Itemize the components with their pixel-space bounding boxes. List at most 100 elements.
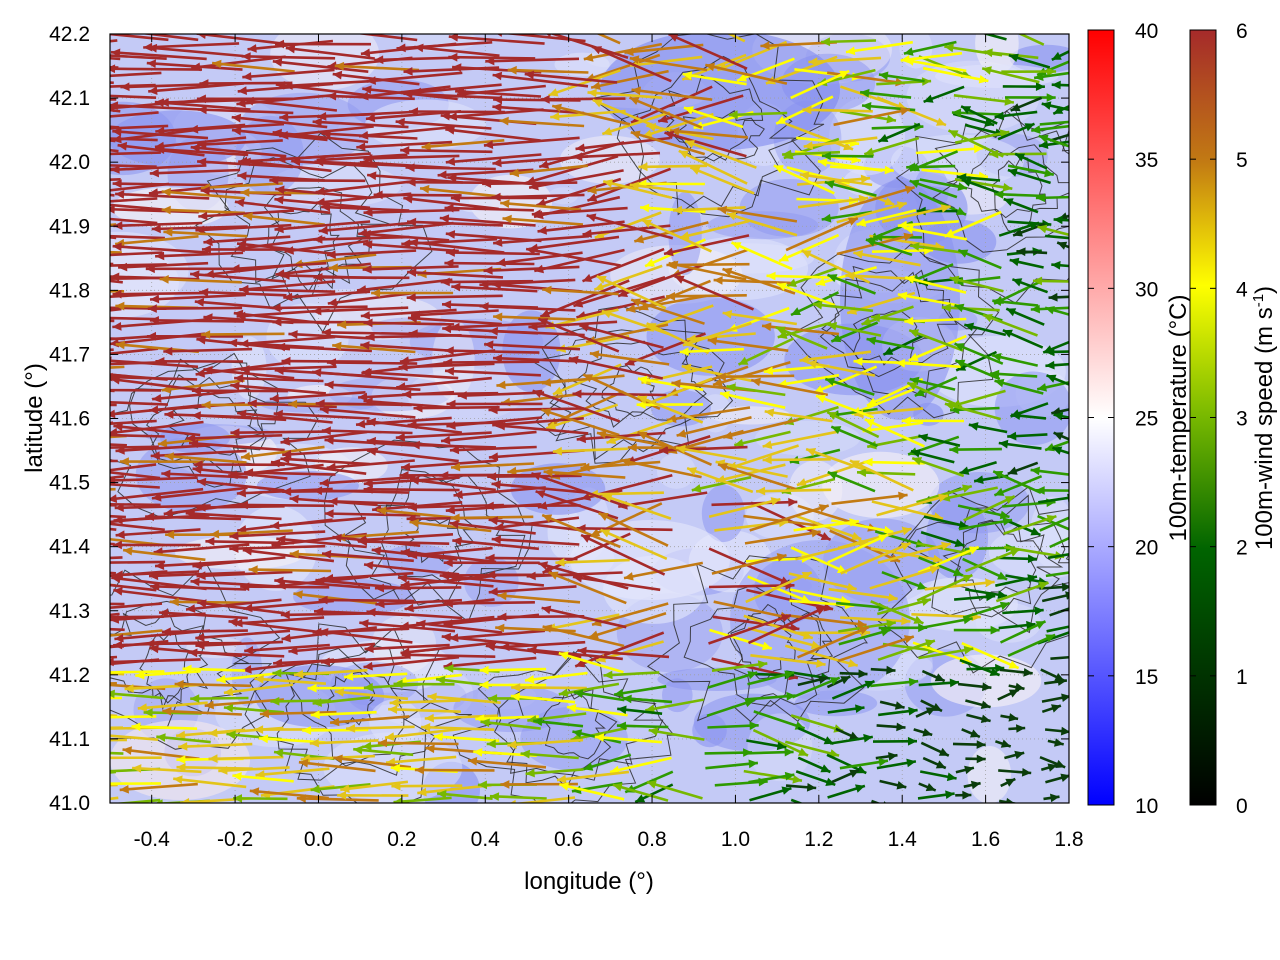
wind-vector-shaft xyxy=(785,122,854,151)
wind-vector-shaft xyxy=(427,694,501,704)
wind-vector-shaft xyxy=(817,160,883,172)
wind-vector-head xyxy=(912,457,923,466)
wind-vector-head xyxy=(371,546,382,556)
wind-vector-shaft xyxy=(358,125,455,138)
wind-vector-shaft xyxy=(882,642,938,653)
wind-vector-head xyxy=(440,111,450,121)
wind-vector-shaft xyxy=(500,392,585,405)
wind-vector-head xyxy=(27,269,36,278)
wind-vector-shaft xyxy=(113,424,201,437)
wind-vector-shaft xyxy=(479,667,547,672)
wind-vector-head xyxy=(61,576,70,585)
wind-vector-shaft xyxy=(283,79,374,88)
temperature-patch xyxy=(679,243,814,274)
wind-vector-shaft xyxy=(717,463,797,491)
wind-vector-head xyxy=(679,347,689,356)
wind-vector-shaft xyxy=(176,765,253,770)
wind-vector-head xyxy=(328,263,338,273)
wind-vector-shaft xyxy=(856,209,917,226)
wind-vector-head xyxy=(586,213,597,222)
wind-vector-head xyxy=(1046,514,1057,524)
wind-vector-head xyxy=(396,43,406,53)
wind-vector-head xyxy=(734,438,744,448)
wind-vector-head xyxy=(923,94,934,103)
wind-vector-shaft xyxy=(448,575,545,587)
wind-vector-shaft xyxy=(110,316,160,321)
wind-vector-head xyxy=(969,729,980,738)
wind-vector-head xyxy=(796,478,807,487)
wind-vector-head xyxy=(627,443,637,452)
wind-vector-head xyxy=(1037,224,1048,234)
wind-vector-head xyxy=(533,717,543,727)
wind-vector-shaft xyxy=(374,56,460,62)
wind-vector-head xyxy=(274,195,284,205)
wind-vector-head xyxy=(510,692,521,702)
wind-vector-head xyxy=(552,103,562,113)
wind-vector-shaft xyxy=(366,610,463,620)
wind-vector-shaft xyxy=(1049,133,1069,142)
wind-vector-head xyxy=(1165,626,1174,635)
wind-vector-shaft xyxy=(110,471,161,480)
wind-vector-shaft xyxy=(776,282,836,307)
wind-vector-shaft xyxy=(541,513,621,549)
wind-vector-head xyxy=(722,310,733,319)
wind-vector-head xyxy=(1170,570,1180,578)
wind-vector-head xyxy=(30,313,39,322)
x-tick-label: 0.8 xyxy=(637,828,666,851)
wind-vector-head xyxy=(255,770,265,779)
wind-vector-head xyxy=(1152,622,1162,630)
wind-vector-shaft xyxy=(904,276,967,294)
wind-vector-shaft xyxy=(489,794,547,800)
wind-vector-head xyxy=(33,227,42,236)
wind-vector-head xyxy=(524,70,535,80)
wind-vector-head xyxy=(231,113,242,123)
wind-vector-head xyxy=(884,197,895,206)
wind-vector-head xyxy=(337,320,347,329)
wind-vector-head xyxy=(320,657,331,667)
wind-vector-head xyxy=(449,445,460,455)
wind-vector-shaft xyxy=(196,570,293,578)
wind-vector-shaft xyxy=(242,68,335,79)
wind-vector-shaft xyxy=(943,210,1002,238)
wind-vector-shaft xyxy=(248,568,332,573)
wind-vector-head xyxy=(62,133,71,142)
wind-vector-shaft xyxy=(500,201,582,211)
wind-vector-head xyxy=(238,500,248,510)
wind-vector-head xyxy=(691,484,702,493)
wind-vector-head xyxy=(110,205,115,214)
wind-vector-head xyxy=(441,632,452,642)
wind-vector-head xyxy=(195,633,205,642)
wind-vector-head xyxy=(976,754,986,764)
wind-vector-shaft xyxy=(285,46,375,60)
wind-vector-shaft xyxy=(827,533,889,564)
wind-vector-head xyxy=(485,56,495,66)
wind-vector-shaft xyxy=(637,377,704,392)
wind-vector-head xyxy=(904,225,914,234)
x-tick-label: -0.2 xyxy=(217,828,253,851)
wind-vector-shaft xyxy=(744,530,821,545)
wind-vector-shaft xyxy=(169,600,253,605)
wind-vector-head xyxy=(667,414,677,423)
wind-vector-head xyxy=(940,204,951,213)
wind-vector-head xyxy=(1048,292,1058,302)
wind-vector-head xyxy=(645,258,656,267)
wind-vector-shaft xyxy=(449,521,536,535)
wind-vector-head xyxy=(938,747,949,756)
wind-vector-head xyxy=(541,408,552,417)
wind-vector-head xyxy=(948,130,959,139)
wind-vector-head xyxy=(23,137,32,146)
wind-vector-head xyxy=(722,267,733,276)
wind-vector-head xyxy=(1045,306,1055,315)
colorbar-tick-label: 2 xyxy=(1236,537,1248,560)
wind-vector-shaft xyxy=(115,192,210,200)
wind-vector-shaft xyxy=(230,430,327,434)
wind-vector-shaft xyxy=(249,789,329,800)
wind-vector-shaft xyxy=(363,321,455,326)
y-tick-label: 41.7 xyxy=(49,343,90,366)
wind-vector-head xyxy=(71,262,80,271)
wind-vector-head xyxy=(152,493,162,502)
wind-vector-shaft xyxy=(445,153,542,164)
contour-line xyxy=(942,519,1064,618)
wind-vector-head xyxy=(439,214,450,224)
wind-vector-head xyxy=(509,168,520,178)
